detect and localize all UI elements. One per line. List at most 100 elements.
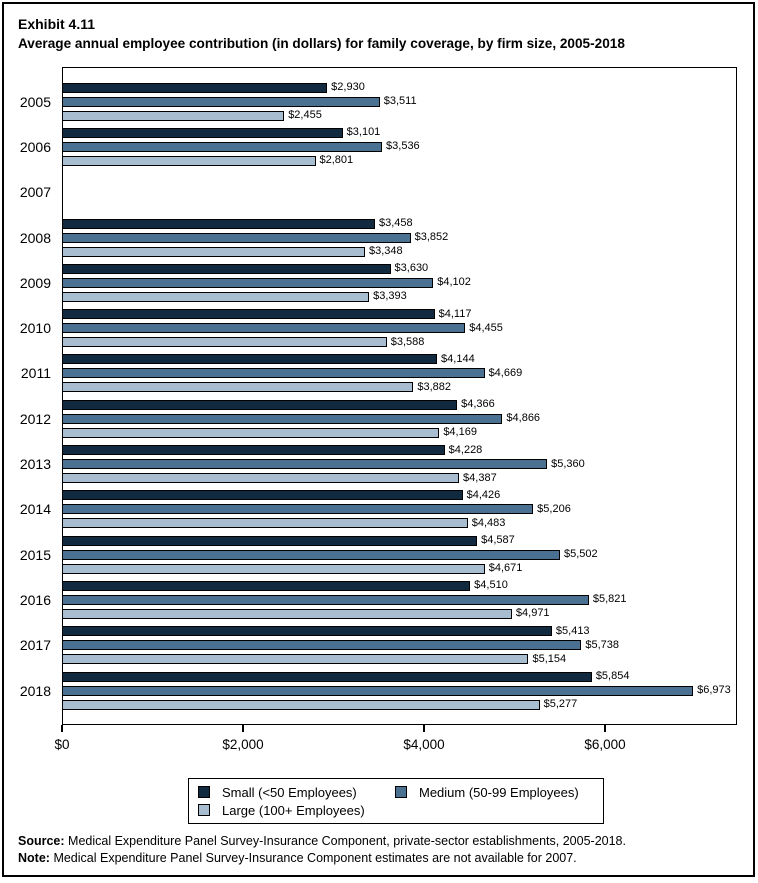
bar-small-2010 [62,309,435,320]
year-group-2014: 2014 $4,426 $5,206 $4,483 [20,487,737,532]
x-axis: $0 $2,000 $4,000 $6,000 [54,725,737,767]
footnotes: Source: Medical Expenditure Panel Survey… [18,833,626,867]
bar-line-medium: $5,738 [62,639,737,651]
bar-large-2006 [62,155,316,166]
bar-line-large: $3,588 [62,336,737,348]
bar-large-2016 [62,608,512,619]
bar-line-large: $3,393 [62,291,737,302]
bar-line-large: $3,882 [62,380,737,393]
year-label: 2017 [19,637,51,654]
bar-large-2009 [62,291,370,302]
bar-medium-2008 [62,232,411,243]
bar-value-label: $5,821 [592,593,627,606]
bar-value-label: $5,854 [595,670,630,682]
bar-line-small: $4,117 [62,307,737,320]
year-label: 2005 [19,93,51,110]
source-text: Medical Expenditure Panel Survey-Insuran… [68,834,626,848]
bar-line-medium: $5,360 [62,457,737,470]
bar-small-2015 [62,535,478,546]
bar-line-small: $2,930 [62,81,737,94]
x-axis-tick [423,725,426,732]
x-axis-tick-label: $6,000 [584,737,626,752]
year-label: 2010 [19,320,51,337]
bar-value-label: $3,630 [394,262,429,275]
bar-medium-2011 [62,368,485,379]
legend-swatch-icon [395,786,407,798]
bar-value-label: $4,669 [488,366,523,379]
bar-large-2013 [62,473,460,484]
chart-title: Average annual employee contribution (in… [18,36,625,51]
bar-line-small: $4,144 [62,353,737,365]
bar-value-label: $2,801 [319,154,354,167]
note-line: Note: Medical Expenditure Panel Survey-I… [18,850,626,867]
x-axis-tick-label: $4,000 [403,737,445,752]
year-group-2010: 2010 $4,117 $4,455 $3,588 [20,305,737,350]
bar-small-2012 [62,399,458,410]
bar-line-small: $3,630 [62,262,737,275]
bar-value-label: $5,154 [532,652,567,665]
year-group-2009: 2009 $3,630 $4,102 $3,393 [20,260,737,305]
bar-line-small: $4,228 [62,444,737,456]
bar-medium-2013 [62,459,548,470]
bar-value-label: $4,587 [481,534,515,547]
bar-large-2008 [62,246,366,257]
bar-large-2012 [62,427,440,438]
note-text: Medical Expenditure Panel Survey-Insuran… [53,851,577,865]
legend-swatch-icon [198,786,210,798]
x-axis-tick-label: $0 [54,737,70,752]
bar-small-2017 [62,626,552,637]
bar-line-large: $4,387 [62,472,737,484]
bar-value-label: $2,930 [331,81,365,94]
bar-large-2018 [62,699,540,710]
bar-value-label: $4,483 [471,516,506,529]
year-label: 2014 [19,501,51,518]
x-axis-tick [604,725,607,732]
bar-value-label: $4,866 [506,412,541,425]
bar-value-label: $3,882 [417,380,451,393]
bar-medium-2017 [62,640,582,651]
x-axis-tick-label: $2,000 [222,737,264,752]
exhibit-number: Exhibit 4.11 [18,16,96,32]
bar-value-label: $5,413 [555,624,590,637]
bar-medium-2012 [62,413,503,424]
legend-label: Medium (50-99 Employees) [419,784,579,800]
bar-value-label: $3,348 [369,245,403,258]
bar-line-medium: $4,669 [62,366,737,379]
bar-line-large: $4,671 [62,563,737,574]
bar-line-small: $4,587 [62,534,737,547]
bar-medium-2005 [62,96,380,107]
x-axis-tick [61,725,63,732]
bar-medium-2006 [62,141,383,152]
legend-item: Small (<50 Employees) [198,785,395,800]
bar-value-label: $3,511 [383,95,417,108]
bar-line-medium: $5,206 [62,503,737,515]
bar-medium-2016 [62,594,589,605]
year-label: 2018 [19,682,51,699]
legend-label: Small (<50 Employees) [222,784,357,800]
bar-medium-2015 [62,549,560,560]
bar-small-2005 [62,82,328,93]
bar-medium-2010 [62,323,466,334]
year-label: 2012 [19,410,51,427]
bar-line-medium: $3,852 [62,232,737,243]
year-label: 2007 [19,184,51,201]
bar-large-2015 [62,563,485,574]
year-group-2018: 2018 $5,854 $6,973 $5,277 [20,668,737,713]
bar-line-large: $2,455 [62,109,737,122]
bar-value-label: $3,536 [386,140,420,153]
bar-value-label: $3,458 [378,217,413,230]
bar-line-small: $3,458 [62,217,737,230]
bar-value-label: $5,360 [551,457,585,470]
bar-value-label: $2,455 [288,109,322,122]
year-group-2007: 2007 [20,170,737,215]
year-group-2005: 2005 $2,930 $3,511 $2,455 [20,79,737,124]
bar-medium-2009 [62,277,434,288]
bar-value-label: $4,117 [438,307,472,320]
bar-small-2011 [62,354,438,365]
year-label: 2016 [19,591,51,608]
bar-line-small: $4,426 [62,489,737,501]
bar-line-medium: $4,455 [62,322,737,334]
bar-value-label: $5,277 [543,698,578,710]
bar-line-medium: $5,502 [62,549,737,560]
